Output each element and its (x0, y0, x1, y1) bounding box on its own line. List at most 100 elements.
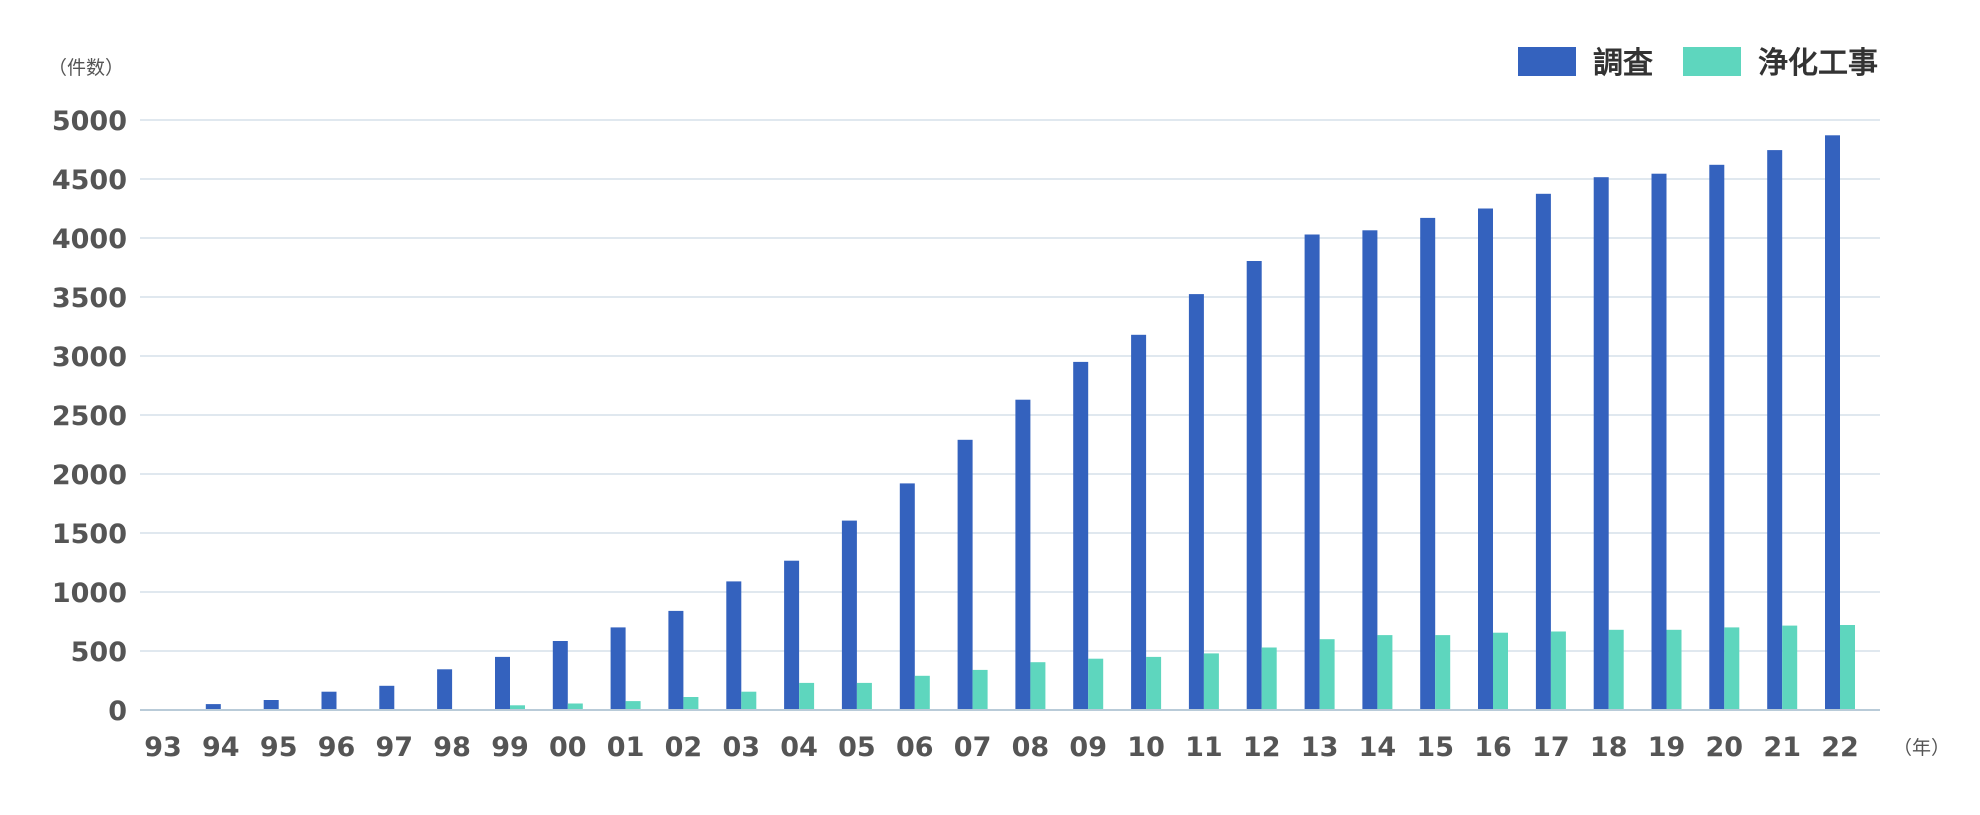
bar-remediation-19 (1666, 629, 1682, 710)
bar-survey-00 (552, 641, 568, 710)
bar-remediation-05 (856, 682, 872, 710)
x-tick-label: 96 (318, 732, 356, 763)
bar-remediation-21 (1782, 625, 1798, 710)
bar-survey-96 (321, 691, 337, 710)
bar-survey-08 (1015, 399, 1031, 710)
bar-survey-03 (726, 581, 742, 710)
bar-remediation-07 (972, 669, 988, 710)
x-tick-label: 01 (607, 732, 645, 763)
y-tick-label: 0 (108, 696, 127, 727)
bar-survey-04 (784, 560, 800, 710)
x-tick-label: 05 (838, 732, 876, 763)
bar-survey-22 (1825, 135, 1840, 711)
x-axis-label: （年） (1893, 737, 1950, 759)
legend-swatch-remediation (1683, 47, 1741, 76)
bar-remediation-09 (1088, 658, 1104, 710)
y-tick-label: 2500 (52, 401, 127, 432)
bar-survey-19 (1651, 173, 1667, 710)
bar-remediation-22 (1840, 625, 1855, 710)
bar-remediation-00 (567, 703, 583, 710)
bar-remediation-15 (1435, 635, 1451, 710)
legend-label-survey: 調査 (1593, 46, 1653, 81)
x-tick-label: 17 (1532, 732, 1570, 763)
bar-remediation-03 (741, 691, 757, 710)
bar-survey-15 (1420, 217, 1436, 710)
bar-remediation-12 (1261, 647, 1277, 710)
x-tick-label: 21 (1763, 732, 1801, 763)
x-tick-label: 19 (1648, 732, 1686, 763)
x-tick-label: 08 (1012, 732, 1050, 763)
x-tick-label: 02 (665, 732, 703, 763)
x-tick-label: 93 (144, 732, 182, 763)
bar-survey-94 (205, 704, 221, 710)
bar-survey-10 (1131, 334, 1147, 710)
legend-swatch-survey (1518, 47, 1576, 76)
gridlines (140, 119, 1880, 652)
x-tick-label: 00 (549, 732, 587, 763)
x-tick-label: 97 (376, 732, 414, 763)
bar-remediation-02 (683, 697, 699, 710)
bar-remediation-06 (914, 675, 930, 710)
x-tick-label: 20 (1706, 732, 1744, 763)
x-tick-label: 12 (1243, 732, 1281, 763)
x-tick-label: 03 (723, 732, 761, 763)
bar-survey-18 (1593, 177, 1609, 710)
bar-survey-95 (263, 700, 279, 710)
bar-remediation-20 (1724, 627, 1740, 710)
x-tick-label: 07 (954, 732, 992, 763)
bar-survey-01 (610, 627, 626, 710)
bar-survey-07 (957, 439, 973, 710)
bar-remediation-14 (1377, 635, 1393, 710)
y-tick-label: 500 (71, 637, 127, 668)
bar-survey-12 (1246, 261, 1262, 710)
bar-remediation-04 (799, 682, 815, 710)
bar-survey-09 (1073, 361, 1089, 710)
x-tick-label: 04 (780, 732, 818, 763)
bar-remediation-16 (1493, 632, 1508, 710)
x-tick-label: 94 (202, 732, 240, 763)
x-tick-label: 15 (1416, 732, 1454, 763)
bar-survey-02 (668, 610, 684, 710)
bar-survey-11 (1188, 294, 1204, 710)
y-axis-label: （件数） (48, 57, 124, 79)
x-tick-label: 06 (896, 732, 934, 763)
y-tick-label: 3000 (52, 342, 127, 373)
y-tick-label: 4000 (52, 224, 127, 255)
bar-survey-14 (1362, 230, 1378, 711)
bar-remediation-11 (1203, 653, 1219, 710)
bar-survey-06 (899, 483, 915, 710)
bar-survey-98 (437, 669, 453, 710)
bar-survey-20 (1709, 164, 1725, 711)
bar-remediation-18 (1608, 629, 1624, 710)
x-axis-ticks: 93 94 95 96 97 98 99 00 01 02 03 04 05 06 07 08 09 10 11 12… (144, 732, 1859, 763)
x-tick-label: 11 (1185, 732, 1223, 763)
y-axis-ticks: 0 500 1000 1500 2000 2500 3000 3500 4000 4500 5000 (52, 106, 127, 727)
bar-remediation-01 (625, 701, 641, 710)
bar-remediation-13 (1319, 639, 1335, 710)
y-tick-label: 2000 (52, 460, 127, 491)
y-tick-label: 4500 (52, 165, 127, 196)
bar-remediation-08 (1030, 662, 1046, 710)
legend: 調査 浄化工事 (1518, 46, 1878, 81)
bar-remediation-99 (510, 705, 525, 710)
bar-survey-99 (495, 656, 510, 710)
x-tick-label: 22 (1821, 732, 1859, 763)
bars (205, 135, 1855, 711)
x-tick-label: 13 (1301, 732, 1339, 763)
bar-survey-16 (1478, 208, 1493, 710)
x-tick-label: 99 (491, 732, 529, 763)
y-tick-label: 1500 (52, 519, 127, 550)
x-tick-label: 16 (1474, 732, 1512, 763)
legend-label-remediation: 浄化工事 (1758, 46, 1878, 81)
x-tick-label: 98 (433, 732, 471, 763)
bar-survey-21 (1767, 150, 1783, 711)
x-tick-label: 09 (1069, 732, 1107, 763)
y-tick-label: 1000 (52, 578, 127, 609)
bar-survey-97 (379, 685, 395, 710)
x-tick-label: 18 (1590, 732, 1628, 763)
bar-survey-05 (841, 520, 857, 710)
bar-remediation-10 (1146, 656, 1162, 710)
x-tick-label: 10 (1127, 732, 1165, 763)
bar-survey-13 (1304, 234, 1320, 710)
